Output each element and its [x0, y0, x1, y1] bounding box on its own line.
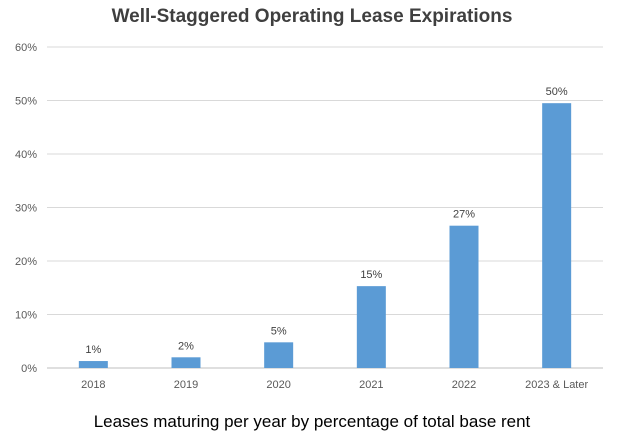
y-tick-label: 50%	[15, 96, 37, 108]
data-label: 27%	[453, 209, 475, 221]
data-label: 5%	[271, 325, 287, 337]
bar	[356, 286, 386, 368]
bar	[78, 361, 108, 368]
y-tick-label: 60%	[15, 42, 37, 54]
y-tick-label: 0%	[21, 363, 37, 375]
data-label: 15%	[360, 269, 382, 281]
bar	[542, 103, 572, 369]
data-labels: 1% 2% 5% 15% 27% 50%	[85, 86, 568, 356]
y-axis-ticks: 0% 10% 20% 30% 40% 50% 60%	[15, 42, 37, 375]
x-tick-label: 2023 & Later	[525, 379, 588, 391]
bar	[171, 357, 201, 368]
x-tick-label: 2020	[266, 379, 290, 391]
bar	[264, 342, 294, 368]
x-tick-label: 2018	[81, 379, 105, 391]
x-tick-label: 2021	[359, 379, 383, 391]
chart-title: Well-Staggered Operating Lease Expiratio…	[111, 6, 513, 27]
bar	[449, 225, 479, 368]
x-axis-ticks: 2018 2019 2020 2021 2022 2023 & Later	[81, 379, 588, 391]
x-tick-label: 2022	[452, 379, 476, 391]
y-tick-label: 20%	[15, 256, 37, 268]
data-label: 2%	[178, 340, 194, 352]
y-tick-label: 10%	[15, 310, 37, 322]
gridlines	[47, 46, 603, 369]
bars	[78, 103, 572, 369]
y-tick-label: 30%	[15, 203, 37, 215]
data-label: 50%	[546, 86, 568, 98]
chart-caption: Leases maturing per year by percentage o…	[93, 412, 531, 431]
data-label: 1%	[85, 344, 101, 356]
x-tick-label: 2019	[174, 379, 198, 391]
y-tick-label: 40%	[15, 149, 37, 161]
